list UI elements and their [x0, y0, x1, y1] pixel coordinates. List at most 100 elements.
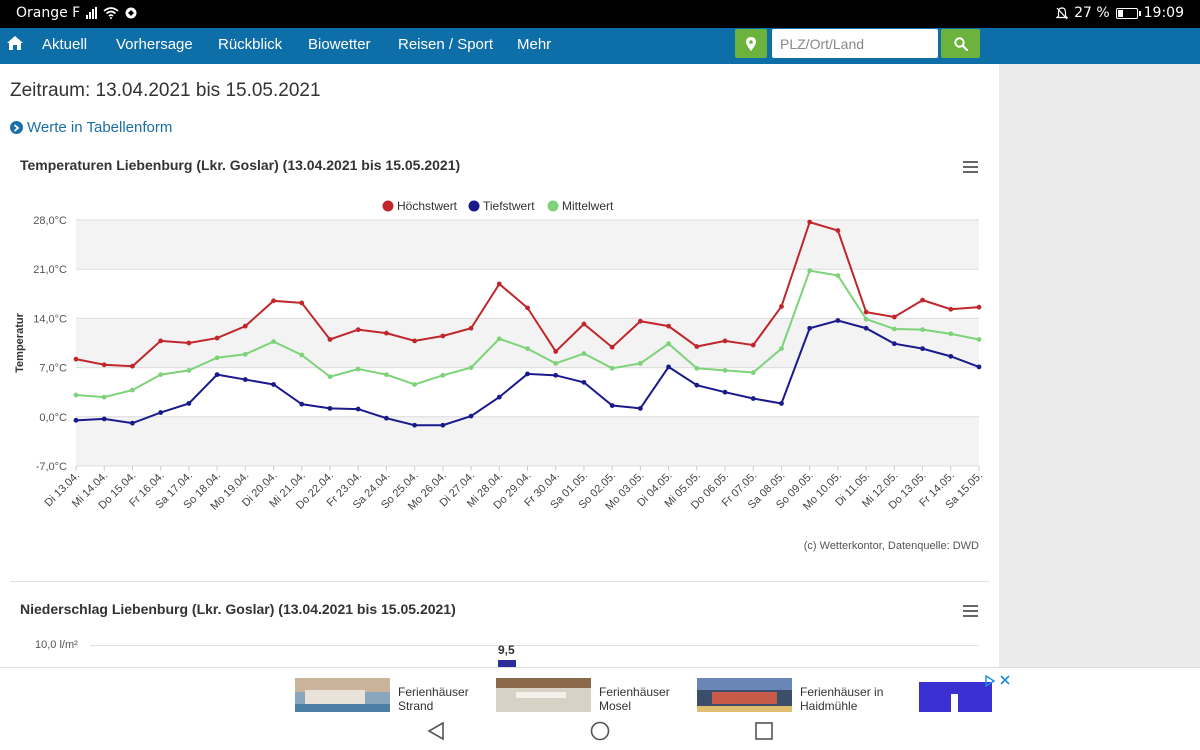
data-point [722, 338, 728, 344]
table-view-link[interactable]: Werte in Tabellenform [10, 119, 172, 136]
data-point [468, 365, 474, 370]
data-point [581, 321, 587, 327]
close-icon [1000, 675, 1010, 685]
search-button[interactable] [941, 29, 980, 58]
y-tick-label: 0,0°C [39, 412, 67, 424]
data-point [130, 387, 135, 393]
data-point [976, 304, 982, 310]
nav-vorhersage[interactable]: Vorhersage [116, 36, 193, 53]
data-point [440, 372, 446, 378]
clock: 19:09 [1143, 5, 1184, 21]
precipitation-chart-title: Niederschlag Liebenburg (Lkr. Goslar) (1… [20, 601, 456, 617]
ad-item[interactable]: Ferienhäuser Strand [295, 678, 469, 712]
data-point [750, 396, 756, 401]
period-heading: Zeitraum: 13.04.2021 bis 15.05.2021 [10, 80, 321, 101]
legend-label: Tiefstwert [483, 199, 535, 213]
hamburger-menu-icon[interactable] [963, 161, 978, 173]
search-input[interactable] [772, 29, 938, 58]
mute-icon [1056, 6, 1069, 19]
data-point [779, 304, 784, 309]
ad-image [496, 678, 591, 712]
data-point [694, 344, 700, 349]
temperature-chart: -7,0°C 0,0°C 7,0°C 14,0°C 21,0°C 28,0°C Temper… [14, 199, 985, 513]
data-point [158, 338, 164, 344]
ad-label: Ferienhäuser [398, 685, 469, 699]
data-point [130, 363, 135, 369]
hamburger-menu-icon[interactable] [963, 605, 978, 617]
ad-item[interactable]: Ferienhäuser Mosel [496, 678, 670, 712]
ad-label: Ferienhäuser [599, 685, 670, 699]
data-point [694, 382, 700, 388]
nav-rueckblick[interactable]: Rückblick [218, 36, 283, 53]
data-point [384, 330, 389, 336]
data-point [581, 351, 587, 356]
data-point [694, 365, 700, 371]
data-point [525, 371, 530, 377]
home-icon[interactable] [6, 34, 24, 52]
data-point [835, 273, 841, 278]
table-link-label: Werte in Tabellenform [27, 119, 173, 136]
y-tick-label: -7,0°C [36, 461, 67, 473]
data-point [101, 362, 107, 368]
data-point [440, 333, 446, 339]
data-point [666, 364, 671, 370]
nav-biowetter[interactable]: Biowetter [308, 36, 371, 53]
data-point [525, 305, 530, 311]
recent-apps-icon[interactable] [755, 722, 773, 740]
ad-label: Ferienhäuser in [800, 685, 884, 699]
signal-icon [86, 7, 98, 19]
ad-logo[interactable] [919, 682, 992, 712]
home-circle-icon[interactable] [590, 721, 610, 741]
data-point [891, 326, 897, 332]
data-point [750, 342, 756, 348]
data-point [609, 365, 615, 371]
plot-band [76, 416, 979, 466]
data-point [214, 355, 220, 361]
status-bar: Orange F 27 % 19:09 [0, 0, 1200, 28]
data-point [468, 413, 474, 419]
data-point [948, 353, 954, 359]
data-point [948, 306, 954, 312]
data-point [186, 401, 192, 406]
data-point [73, 392, 79, 398]
data-point [412, 338, 418, 344]
legend-label: Mittelwert [562, 199, 614, 213]
data-point [637, 360, 643, 366]
data-point [609, 344, 615, 350]
data-point [863, 316, 869, 322]
wifi-icon [103, 7, 119, 19]
android-nav-bar [0, 712, 1200, 750]
nav-mehr[interactable]: Mehr [517, 36, 552, 53]
data-point [327, 337, 333, 342]
data-point [581, 379, 587, 385]
data-point [73, 356, 79, 362]
sync-icon [125, 7, 137, 19]
back-icon[interactable] [427, 721, 445, 741]
data-point [242, 377, 248, 382]
battery-percent: 27 % [1074, 5, 1110, 21]
data-point [186, 368, 192, 373]
data-point [271, 382, 276, 387]
data-point [101, 394, 107, 400]
data-point [214, 335, 220, 341]
nav-aktuell[interactable]: Aktuell [42, 36, 88, 53]
location-button[interactable] [735, 29, 767, 58]
carrier-name: Orange F [16, 5, 81, 21]
nav-reisen-sport[interactable]: Reisen / Sport [398, 36, 494, 53]
data-point [948, 331, 954, 337]
y-tick-label: 7,0°C [39, 363, 67, 375]
data-point [920, 297, 925, 303]
data-point [920, 327, 925, 333]
ad-item[interactable]: Ferienhäuser in Haidmühle [697, 678, 883, 712]
chevron-circle-right-icon [10, 121, 23, 134]
data-point [242, 351, 248, 357]
data-point [130, 420, 135, 426]
precipitation-gridline [90, 645, 979, 646]
data-point [891, 341, 897, 347]
data-point [863, 309, 869, 315]
precipitation-bar [498, 660, 516, 668]
ad-close-button[interactable] [984, 675, 1010, 687]
data-point [468, 325, 474, 331]
data-point [976, 364, 982, 370]
data-point [835, 228, 841, 233]
